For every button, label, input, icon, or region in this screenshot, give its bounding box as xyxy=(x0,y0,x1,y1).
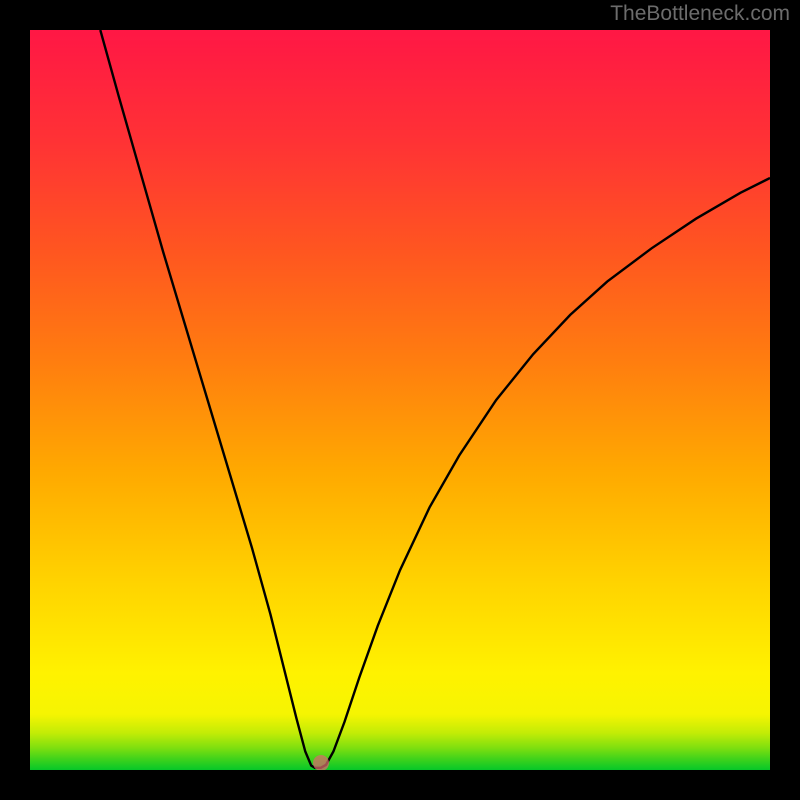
watermark-text: TheBottleneck.com xyxy=(610,2,790,26)
bottleneck-curve xyxy=(30,30,770,770)
minimum-marker xyxy=(313,755,329,770)
plot-area xyxy=(30,30,770,770)
curve-path xyxy=(100,30,770,768)
